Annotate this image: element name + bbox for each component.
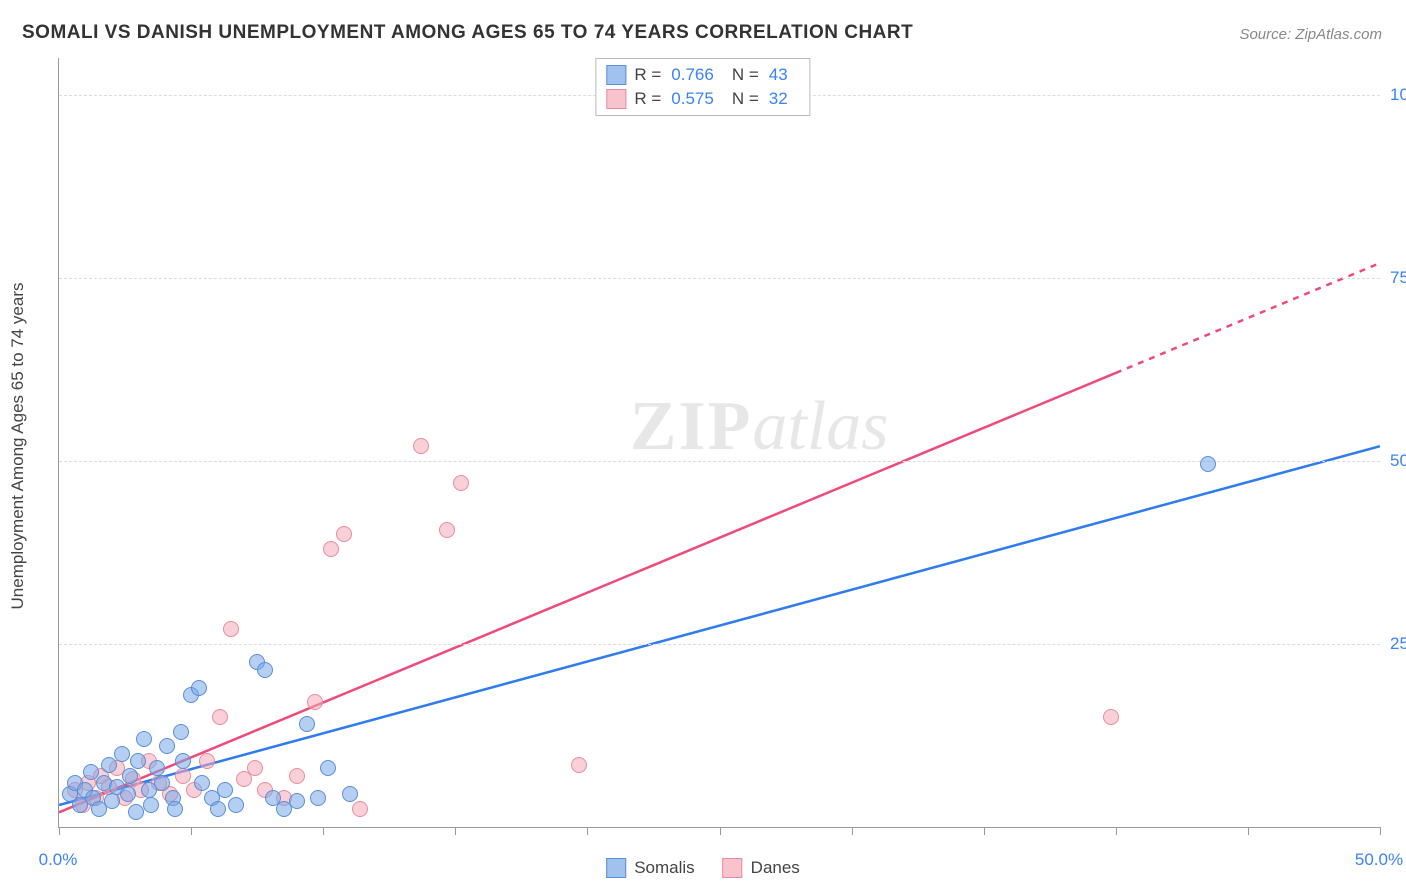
r-label: R = [634, 89, 661, 109]
x-tick [59, 827, 60, 835]
data-point [289, 793, 305, 809]
n-value: 32 [769, 89, 788, 109]
gridline [59, 278, 1380, 279]
data-point [136, 731, 152, 747]
data-point [159, 738, 175, 754]
data-point [143, 797, 159, 813]
data-point [320, 760, 336, 776]
plot-area: ZIPatlas 25.0%50.0%75.0%100.0% [58, 58, 1380, 828]
data-point [299, 716, 315, 732]
data-point [323, 541, 339, 557]
data-point [453, 475, 469, 491]
data-point [101, 757, 117, 773]
data-point [114, 746, 130, 762]
stats-row-somalis: R = 0.766 N = 43 [606, 63, 797, 87]
data-point [1200, 456, 1216, 472]
data-point [194, 775, 210, 791]
n-value: 43 [769, 65, 788, 85]
swatch-icon [723, 858, 743, 878]
swatch-icon [606, 89, 626, 109]
x-tick [720, 827, 721, 835]
trendlines-layer [59, 58, 1380, 827]
gridline [59, 461, 1380, 462]
series-legend: Somalis Danes [606, 858, 800, 878]
trendline-extrapolation [1116, 263, 1380, 373]
data-point [342, 786, 358, 802]
r-value: 0.575 [671, 89, 714, 109]
gridline [59, 644, 1380, 645]
watermark-bold: ZIP [630, 388, 753, 465]
trendline [59, 373, 1116, 812]
data-point [336, 526, 352, 542]
data-point [173, 724, 189, 740]
data-point [571, 757, 587, 773]
trendline [59, 446, 1380, 805]
data-point [104, 793, 120, 809]
data-point [217, 782, 233, 798]
y-tick-label: 75.0% [1390, 268, 1406, 288]
data-point [289, 768, 305, 784]
data-point [120, 786, 136, 802]
chart-title: SOMALI VS DANISH UNEMPLOYMENT AMONG AGES… [22, 22, 913, 44]
data-point [154, 775, 170, 791]
data-point [130, 753, 146, 769]
y-tick-label: 100.0% [1390, 85, 1406, 105]
x-tick [323, 827, 324, 835]
x-tick [984, 827, 985, 835]
legend-label: Somalis [634, 858, 694, 878]
x-tick [191, 827, 192, 835]
x-tick [455, 827, 456, 835]
x-tick [1116, 827, 1117, 835]
y-tick-label: 25.0% [1390, 634, 1406, 654]
x-tick [1380, 827, 1381, 835]
data-point [128, 804, 144, 820]
legend-item-danes: Danes [723, 858, 800, 878]
data-point [175, 753, 191, 769]
x-tick-label: 50.0% [1355, 850, 1403, 870]
swatch-icon [606, 65, 626, 85]
r-label: R = [634, 65, 661, 85]
y-tick-label: 50.0% [1390, 451, 1406, 471]
x-tick [852, 827, 853, 835]
swatch-icon [606, 858, 626, 878]
data-point [149, 760, 165, 776]
data-point [247, 760, 263, 776]
y-axis-label: Unemployment Among Ages 65 to 74 years [8, 283, 28, 610]
n-label: N = [732, 65, 759, 85]
data-point [257, 662, 273, 678]
x-tick [587, 827, 588, 835]
stats-row-danes: R = 0.575 N = 32 [606, 87, 797, 111]
data-point [212, 709, 228, 725]
n-label: N = [732, 89, 759, 109]
watermark-italic: atlas [752, 388, 888, 465]
data-point [310, 790, 326, 806]
data-point [191, 680, 207, 696]
data-point [228, 797, 244, 813]
legend-item-somalis: Somalis [606, 858, 694, 878]
x-tick [1248, 827, 1249, 835]
legend-label: Danes [751, 858, 800, 878]
data-point [223, 621, 239, 637]
data-point [210, 801, 226, 817]
data-point [1103, 709, 1119, 725]
data-point [307, 694, 323, 710]
data-point [175, 768, 191, 784]
data-point [122, 768, 138, 784]
chart-source: Source: ZipAtlas.com [1239, 26, 1382, 43]
watermark: ZIPatlas [630, 387, 889, 467]
data-point [199, 753, 215, 769]
data-point [167, 801, 183, 817]
x-tick-label: 0.0% [39, 850, 78, 870]
correlation-stats-legend: R = 0.766 N = 43 R = 0.575 N = 32 [595, 58, 810, 116]
r-value: 0.766 [671, 65, 714, 85]
data-point [352, 801, 368, 817]
data-point [439, 522, 455, 538]
data-point [413, 438, 429, 454]
